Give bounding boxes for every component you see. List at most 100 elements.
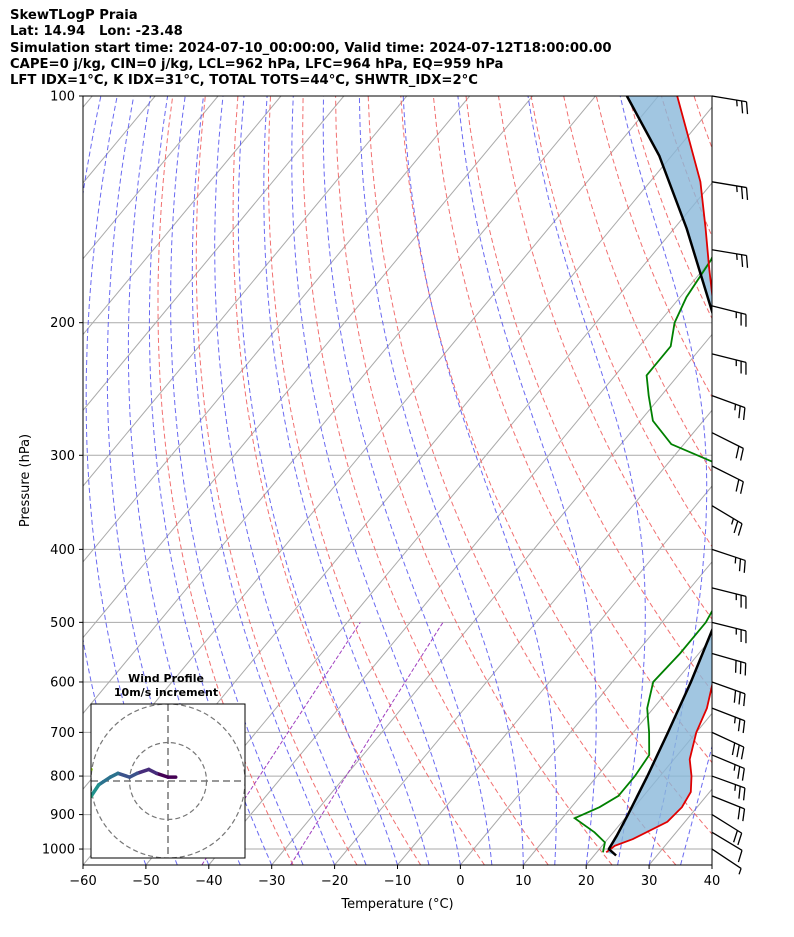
- moist-adiabat: [322, 96, 493, 865]
- y-tick-label: 500: [50, 616, 75, 631]
- hodograph-plot: [91, 704, 245, 858]
- moist-adiabat: [402, 96, 557, 865]
- wind-barb: [711, 652, 747, 676]
- wind-barb: [711, 587, 747, 609]
- barb-flag: [738, 405, 741, 419]
- x-tick-label: 40: [704, 874, 721, 889]
- barb-flag: [742, 808, 746, 822]
- barb-flag: [737, 523, 743, 536]
- wind-barb: [711, 181, 749, 200]
- wind-barb: [711, 681, 746, 707]
- chart-header: SkewTLogP Praia Lat: 14.94 Lon: -23.48 S…: [10, 8, 612, 89]
- moist-adiabat: [170, 96, 304, 865]
- hodograph-segment: [91, 783, 101, 799]
- y-tick-label: 700: [50, 726, 75, 741]
- barb-flag: [738, 786, 741, 799]
- x-tick-label: 0: [456, 874, 464, 889]
- hodograph-segment: [96, 775, 112, 787]
- dewpoint-line: [572, 255, 712, 853]
- wind-barb: [711, 305, 747, 327]
- isotherm-line: [83, 96, 219, 260]
- barb-flag: [731, 742, 736, 756]
- wind-barb: [711, 848, 742, 875]
- x-tick-label: −30: [258, 874, 285, 889]
- isotherm-line: [208, 257, 712, 865]
- barb-flag: [735, 446, 740, 459]
- isotherm-line: [145, 182, 712, 865]
- moist-adiabat: [358, 96, 524, 865]
- plot-area: [83, 96, 712, 865]
- hodograph-segment: [135, 767, 151, 776]
- x-tick-label: 10: [515, 874, 532, 889]
- isotherm-line: [334, 409, 712, 865]
- moist-adiabat: [237, 96, 398, 865]
- barb-shaft: [711, 505, 743, 525]
- x-tick-label: −10: [384, 874, 411, 889]
- barb-shaft: [711, 831, 743, 851]
- parcel-path-line: [607, 96, 712, 857]
- barb-flag: [742, 407, 746, 420]
- index-line: LFT IDX=1°C, K IDX=31°C, TOTAL TOTS=44°C…: [10, 73, 478, 89]
- barb-flag: [737, 718, 741, 732]
- wind-barb: [711, 505, 743, 536]
- y-tick-label: 800: [50, 770, 75, 785]
- isotherm-line: [83, 96, 93, 108]
- y-tick-label: 600: [50, 675, 75, 690]
- y-tick-label: 100: [50, 90, 75, 105]
- barb-flag: [738, 558, 742, 572]
- isotherm-line: [83, 96, 533, 639]
- barb-half-flag: [731, 518, 735, 525]
- barb-flag: [737, 832, 743, 846]
- barb-flag: [743, 560, 746, 573]
- moist-adiabat: [619, 96, 708, 865]
- barb-half-flag: [734, 784, 737, 791]
- barb-half-flag: [733, 764, 736, 771]
- barb-flag: [740, 746, 745, 760]
- isotherm-line: [711, 864, 712, 865]
- wind-barb: [711, 707, 746, 734]
- barb-shaft: [711, 395, 746, 409]
- barb-shaft: [711, 353, 747, 363]
- dry-adiabat: [530, 96, 712, 548]
- barb-flag: [742, 720, 746, 734]
- barb-flag: [739, 448, 744, 461]
- barb-shaft: [711, 754, 745, 770]
- barb-flag: [745, 255, 749, 268]
- barb-flag: [737, 806, 741, 820]
- barb-shaft: [711, 707, 745, 722]
- wind-barb: [711, 548, 746, 573]
- dry-adiabat: [302, 96, 549, 865]
- barb-flag: [736, 744, 740, 758]
- barb-shaft: [711, 731, 745, 748]
- chart-title: SkewTLogP Praia: [10, 8, 138, 23]
- barb-flag: [738, 692, 741, 705]
- moist-adiabat: [191, 96, 336, 865]
- dry-adiabat: [465, 96, 712, 692]
- isotherm-line: [83, 96, 345, 412]
- cape-line: CAPE=0 j/kg, CIN=0 j/kg, LCL=962 hPa, LF…: [10, 56, 504, 72]
- wind-barb: [711, 731, 745, 760]
- x-tick-label: −20: [321, 874, 348, 889]
- barb-flag: [740, 186, 744, 200]
- wind-barb: [711, 432, 744, 461]
- isotherm-line: [522, 636, 712, 865]
- x-tick-label: −60: [69, 874, 96, 889]
- hodograph-frame: [90, 703, 246, 859]
- barb-flag: [737, 766, 741, 779]
- barb-half-flag: [738, 868, 742, 875]
- isotherm-line: [83, 96, 471, 563]
- x-tick-label: −50: [132, 874, 159, 889]
- isotherm-line: [83, 96, 408, 487]
- barb-flag: [733, 830, 739, 843]
- wind-barb: [711, 795, 746, 822]
- barb-shaft: [711, 775, 746, 789]
- hodograph-segment: [116, 771, 132, 779]
- wind-barb: [711, 353, 747, 375]
- moist-adiabat: [148, 96, 273, 865]
- barb-flag: [743, 693, 746, 707]
- x-tick-label: 20: [578, 874, 595, 889]
- barb-shaft: [711, 652, 746, 664]
- wind-barb: [711, 465, 744, 494]
